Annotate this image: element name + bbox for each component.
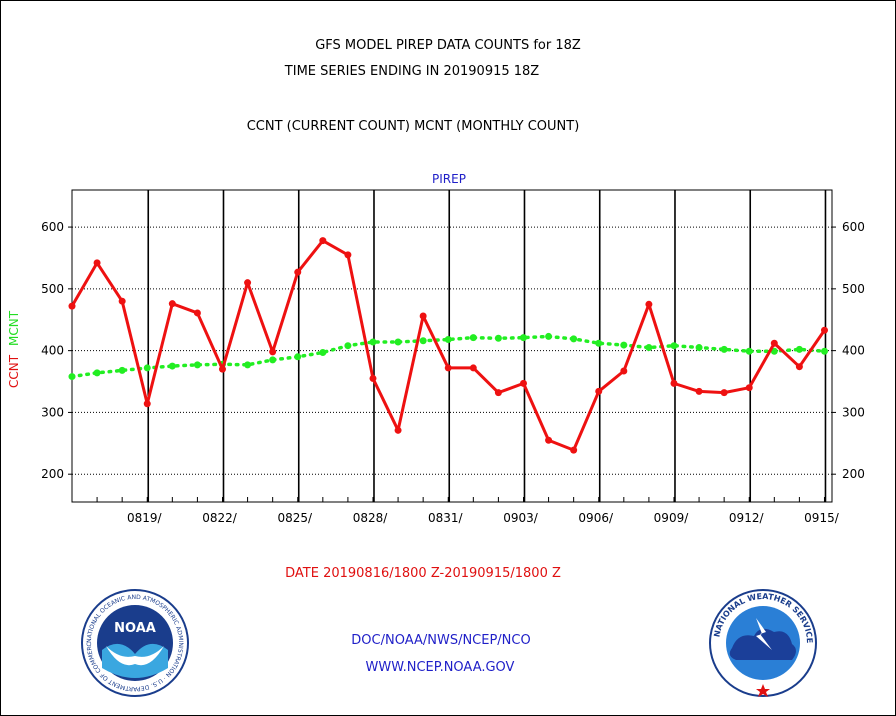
ccnt-data-point — [670, 379, 678, 387]
ncep-url[interactable]: WWW.NCEP.NOAA.GOV — [365, 660, 515, 675]
ccnt-data-point — [469, 364, 477, 372]
x-tick-label: 0906/ — [578, 511, 614, 525]
ccnt-data-point — [570, 446, 578, 454]
mcnt-data-point — [143, 364, 151, 372]
mcnt-data-point — [570, 335, 578, 343]
ccnt-data-point — [218, 365, 226, 373]
mcnt-data-point — [168, 362, 176, 370]
ccnt-data-point — [620, 367, 628, 375]
ccnt-data-point — [344, 251, 352, 259]
x-tick-label: 0822/ — [202, 511, 238, 525]
ccnt-data-point — [645, 300, 653, 308]
ccnt-data-point — [745, 384, 753, 392]
ccnt-data-point — [168, 300, 176, 308]
mcnt-data-point — [419, 337, 427, 345]
ccnt-data-point — [319, 237, 327, 245]
ccnt-data-point — [494, 389, 502, 397]
mcnt-data-point — [193, 361, 201, 369]
ccnt-series-line — [70, 239, 826, 452]
x-tick-label: 0825/ — [277, 511, 313, 525]
mcnt-data-point — [595, 339, 603, 347]
nws-logo-star-icon — [756, 684, 770, 697]
ccnt-data-point — [770, 339, 778, 347]
y-tick-label-left: 500 — [41, 282, 64, 296]
ccnt-data-point — [695, 387, 703, 395]
y-tick-label-left: 600 — [41, 220, 64, 234]
ccnt-data-point — [93, 259, 101, 267]
mcnt-data-point — [269, 356, 277, 364]
mcnt-data-point — [770, 347, 778, 355]
x-tick-label: 0831/ — [428, 511, 464, 525]
mcnt-data-point — [294, 353, 302, 361]
y-tick-label-left: 300 — [41, 405, 64, 419]
mcnt-data-point — [720, 345, 728, 353]
x-tick-label: 0819/ — [127, 511, 163, 525]
ccnt-data-point — [294, 268, 302, 276]
mcnt-data-point — [369, 338, 377, 346]
x-tick-label: 0903/ — [503, 511, 539, 525]
x-tick-label: 0915/ — [804, 511, 840, 525]
ccnt-data-point — [244, 279, 252, 287]
ccnt-data-point — [394, 426, 402, 434]
mcnt-data-point — [545, 332, 553, 340]
x-tick-label: 0828/ — [353, 511, 389, 525]
ccnt-data-point — [820, 326, 828, 334]
ccnt-data-point — [369, 374, 377, 382]
mcnt-data-point — [244, 361, 252, 369]
chart-title-line-2: TIME SERIES ENDING IN 20190915 18Z — [284, 64, 540, 79]
nws-logo-cloud-icon — [729, 628, 796, 660]
ccnt-data-point — [595, 387, 603, 395]
y-tick-label-right: 500 — [842, 282, 865, 296]
y-tick-label-left: 200 — [41, 467, 64, 481]
mcnt-data-point — [695, 344, 703, 352]
x-tick-label: 0912/ — [729, 511, 765, 525]
y-tick-label-right: 300 — [842, 405, 865, 419]
ccnt-data-point — [444, 364, 452, 372]
chart-title-line-1: GFS MODEL PIREP DATA COUNTS for 18Z — [315, 38, 581, 53]
mcnt-data-point — [93, 369, 101, 377]
y-tick-label-right: 200 — [842, 467, 865, 481]
ccnt-data-point — [720, 389, 728, 397]
mcnt-data-point — [444, 336, 452, 344]
mcnt-data-point — [645, 344, 653, 352]
ccnt-data-point — [143, 400, 151, 408]
chart-subtitle: CCNT (CURRENT COUNT) MCNT (MONTHLY COUNT… — [246, 119, 580, 134]
nws-logo-lightning-icon — [756, 618, 772, 650]
ccnt-data-point — [118, 297, 126, 305]
ccnt-data-point — [419, 312, 427, 320]
mcnt-data-point — [469, 334, 477, 342]
noaa-logo-bird-icon — [106, 646, 164, 666]
noaa-logo-text: NOAA — [114, 621, 156, 636]
ccnt-data-point — [545, 436, 553, 444]
date-range: DATE 20190816/1800 Z-20190915/1800 Z — [285, 566, 561, 581]
org-path: DOC/NOAA/NWS/NCEP/NCO — [351, 633, 531, 648]
mcnt-data-point — [820, 347, 828, 355]
ccnt-data-point — [68, 302, 76, 310]
mcnt-data-point — [394, 338, 402, 346]
ccnt-data-point — [269, 348, 277, 356]
y-tick-label-left: 400 — [41, 344, 64, 358]
mcnt-data-point — [68, 373, 76, 381]
ccnt-data-point — [795, 363, 803, 371]
mcnt-data-point — [519, 334, 527, 342]
plot-title: PIREP — [432, 172, 466, 186]
plot-area-border — [71, 189, 833, 503]
mcnt-data-point — [745, 347, 753, 355]
mcnt-data-point — [670, 342, 678, 350]
mcnt-data-point — [494, 334, 502, 342]
x-tick-label: 0909/ — [654, 511, 690, 525]
mcnt-data-point — [795, 345, 803, 353]
nws-logo: NATIONAL WEATHER SERVICE — [709, 589, 817, 697]
ccnt-data-point — [519, 379, 527, 387]
mcnt-data-point — [319, 348, 327, 356]
mcnt-data-point — [344, 342, 352, 350]
y-tick-label-right: 400 — [842, 344, 865, 358]
y-tick-label-right: 600 — [842, 220, 865, 234]
noaa-logo: NOAA NATIONAL OCEANIC AND ATMOSPHERIC AD… — [80, 588, 189, 697]
ccnt-data-point — [193, 309, 201, 317]
mcnt-data-point — [118, 366, 126, 374]
mcnt-data-point — [620, 341, 628, 349]
